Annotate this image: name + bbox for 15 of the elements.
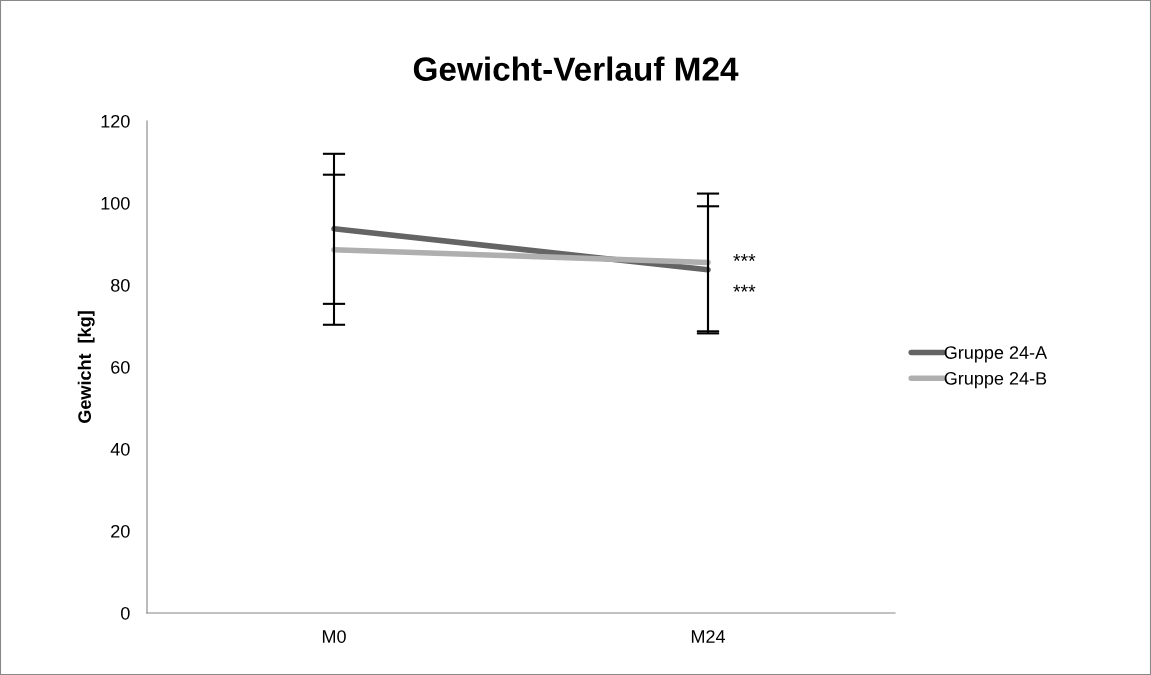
annotation: ***	[733, 254, 756, 261]
y-tick-label: 20	[111, 524, 130, 538]
x-tick-label: M0	[322, 630, 346, 643]
y-tick-label: 120	[101, 114, 130, 128]
y-tick-label: 100	[101, 196, 130, 210]
legend-label: Gruppe 24-A	[944, 346, 1048, 363]
y-tick-label: 80	[111, 278, 130, 292]
chart-title: Gewicht-Verlauf M24	[413, 56, 739, 81]
y-tick-label: 40	[110, 442, 130, 456]
y-axis-title: Gewicht [kg]	[77, 311, 95, 423]
y-tick-label: 60	[111, 360, 130, 374]
y-tick-label: 0	[121, 606, 130, 620]
annotation: ***	[733, 284, 756, 292]
legend-label: Gruppe 24-B	[944, 371, 1047, 389]
x-tick-label: M24	[691, 630, 726, 643]
